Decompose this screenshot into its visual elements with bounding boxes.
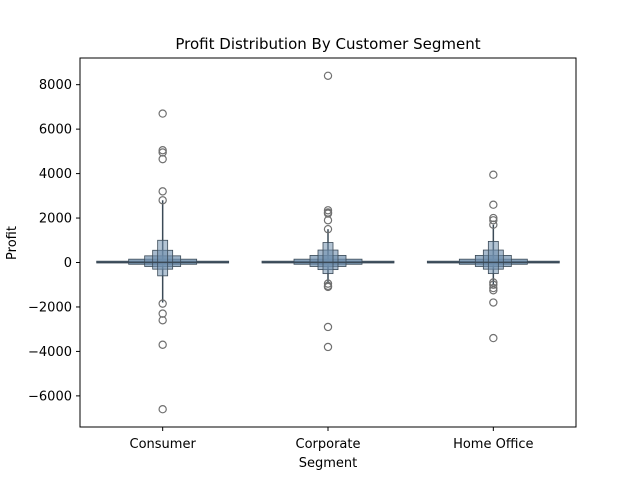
y-tick-label: 6000 [39, 123, 72, 138]
outlier-point [158, 154, 167, 164]
outlier-point [158, 196, 167, 205]
plot-area [96, 71, 560, 414]
y-axis-label: Profit [5, 226, 20, 260]
outlier-point [489, 298, 498, 307]
outlier-point [158, 405, 167, 414]
outlier-point [323, 206, 333, 215]
outlier-point [323, 279, 333, 288]
outlier-point [489, 283, 498, 293]
y-tick-label: 0 [64, 256, 72, 271]
outlier-point [158, 299, 167, 308]
x-tick-label: Home Office [453, 437, 533, 452]
outlier-point [489, 216, 498, 225]
outlier-point [489, 220, 498, 229]
outlier-point [158, 109, 167, 118]
boxen-series-home-office [426, 170, 560, 343]
outlier-point [489, 170, 498, 179]
y-axis: −6000 −4000 −2000 0 2000 4000 6000 8000 [28, 78, 80, 404]
boxen-box [487, 240, 499, 275]
outlier-point [323, 342, 333, 352]
y-tick-label: 2000 [39, 212, 72, 227]
outlier-point [489, 333, 498, 343]
outlier-point [158, 146, 167, 155]
outlier-point [323, 71, 333, 80]
x-axis: Consumer Corporate Home Office [130, 427, 534, 452]
y-tick-label: −4000 [28, 345, 72, 360]
y-tick-label: 4000 [39, 167, 72, 182]
outlier-point [489, 286, 498, 295]
outlier-point [323, 282, 333, 292]
y-tick-label: −2000 [28, 300, 72, 315]
outlier-point [158, 187, 167, 196]
x-tick-label: Corporate [296, 437, 361, 452]
y-tick-label: −6000 [28, 389, 72, 404]
outlier-point [489, 280, 498, 289]
boxen-series-consumer [96, 109, 230, 414]
outlier-point [158, 340, 167, 349]
outlier-point [323, 224, 333, 234]
outlier-point [323, 216, 333, 225]
x-axis-label: Segment [299, 456, 358, 471]
outlier-point [489, 200, 498, 209]
outlier-point [158, 316, 167, 325]
outlier-point [323, 322, 333, 332]
chart-title: Profit Distribution By Customer Segment [175, 35, 480, 53]
y-tick-label: 8000 [39, 78, 72, 93]
boxen-box [157, 239, 169, 277]
x-tick-label: Consumer [130, 437, 197, 452]
boxen-series-corporate [261, 71, 395, 352]
boxen-box [322, 242, 334, 275]
